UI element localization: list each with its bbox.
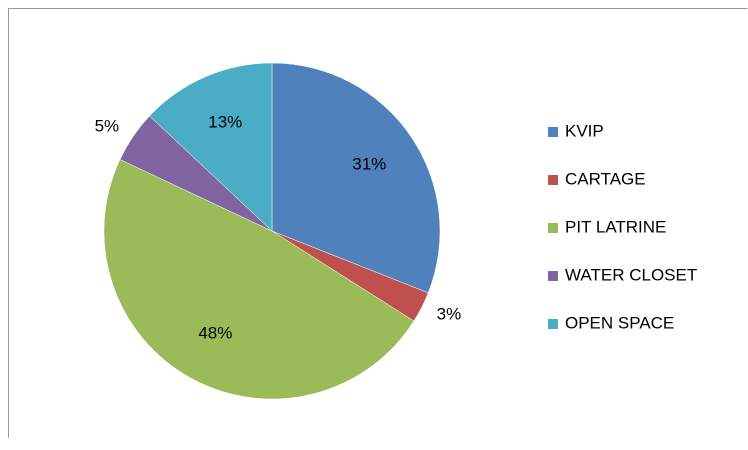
legend-swatch bbox=[548, 127, 558, 137]
chart-border bbox=[8, 8, 748, 438]
legend-swatch bbox=[548, 271, 558, 281]
legend-label: PIT LATRINE bbox=[565, 217, 666, 236]
legend-swatch bbox=[548, 223, 558, 233]
legend-label: WATER CLOSET bbox=[565, 265, 697, 284]
legend-label: KVIP bbox=[565, 121, 604, 140]
pie-slice bbox=[271, 62, 441, 294]
legend-label: OPEN SPACE bbox=[565, 313, 674, 332]
legend-label: CARTAGE bbox=[565, 169, 646, 188]
legend-swatch bbox=[548, 175, 558, 185]
data-label: 31% bbox=[352, 154, 386, 173]
data-label: 48% bbox=[198, 324, 232, 343]
data-label: 5% bbox=[95, 117, 120, 136]
legend-swatch bbox=[548, 319, 558, 329]
pie-slice bbox=[149, 62, 273, 232]
data-label: 13% bbox=[208, 113, 242, 132]
pie-slice bbox=[103, 159, 415, 400]
data-label: 3% bbox=[437, 304, 462, 323]
